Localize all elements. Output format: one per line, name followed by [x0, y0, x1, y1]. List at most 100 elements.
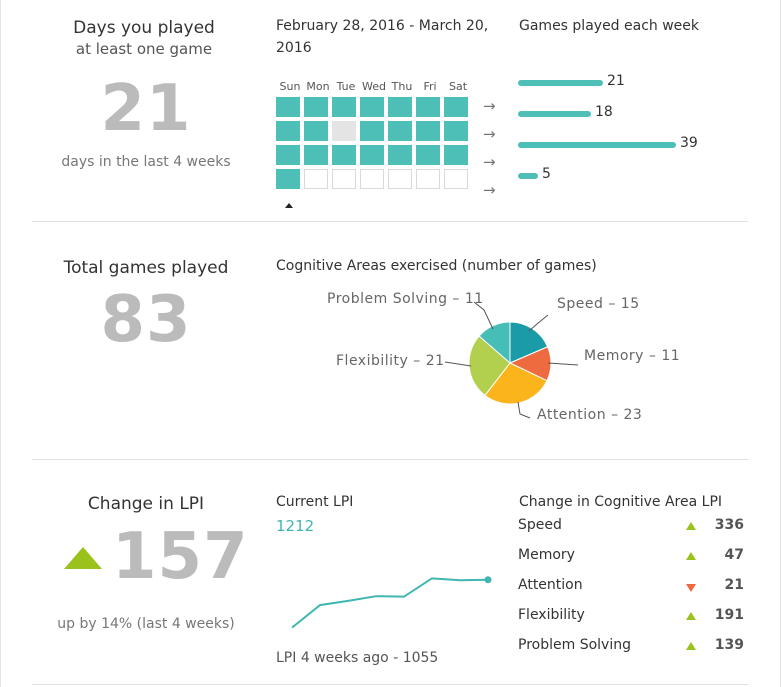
lpi-trend-chart	[291, 576, 492, 629]
pie-title: Cognitive Areas exercised (number of gam…	[276, 258, 597, 274]
pie-slice-problem-solving	[478, 321, 511, 365]
calendar-day-played	[332, 145, 356, 165]
calendar-day-played	[416, 121, 440, 141]
left-border	[0, 0, 1, 687]
date-range-line2: 2016	[276, 40, 312, 56]
area-name: Memory	[518, 547, 575, 563]
calendar-day-played	[276, 145, 300, 165]
weekly-bar-value: 18	[595, 104, 613, 120]
memory-leader-line	[547, 362, 579, 366]
calendar-day-empty	[416, 169, 440, 189]
weekly-games-title: Games played each week	[519, 18, 700, 34]
weekday-label: Sun	[279, 80, 301, 93]
weekly-bar	[518, 111, 591, 117]
calendar-week-row	[276, 145, 472, 165]
calendar-day-played	[276, 121, 300, 141]
calendar-day-played	[304, 121, 328, 141]
days-played-subtitle: at least one game	[75, 40, 213, 58]
lpi-trend-endpoint	[484, 576, 492, 584]
weekly-bar-value: 5	[542, 166, 551, 182]
calendar-day-empty	[332, 121, 356, 141]
lpi-change-value: 157	[112, 520, 249, 594]
calendar-day-played	[444, 121, 468, 141]
weekly-bar	[518, 173, 538, 179]
pie-label-memory: Memory – 11	[584, 348, 681, 364]
calendar-day-played	[444, 145, 468, 165]
calendar-day-played	[276, 169, 300, 189]
calendar-day-played	[416, 97, 440, 117]
calendar-day-played	[360, 121, 384, 141]
calendar-day-played	[388, 121, 412, 141]
week-arrow-icon: →	[483, 181, 496, 199]
up-triangle-icon	[686, 552, 696, 560]
calendar-day-played	[388, 145, 412, 165]
lpi-baseline-label: LPI 4 weeks ago - 1055	[276, 650, 439, 666]
speed-leader-line	[528, 314, 549, 332]
lpi-trend-line	[291, 577, 489, 629]
down-triangle-icon	[686, 584, 696, 592]
area-value: 336	[714, 517, 744, 533]
total-games-title: Total games played	[63, 258, 229, 278]
area-value: 191	[714, 607, 744, 623]
pie-label-speed: Speed – 15	[557, 296, 640, 312]
up-triangle-icon	[686, 642, 696, 650]
calendar-day-played	[332, 97, 356, 117]
lpi-change-caption: up by 14% (last 4 weeks)	[57, 616, 235, 632]
calendar-day-played	[388, 97, 412, 117]
area-lpi-row-problem-solving: Problem Solving 139	[518, 637, 746, 653]
area-name: Flexibility	[518, 607, 585, 623]
calendar-day-empty	[304, 169, 328, 189]
calendar-day-played	[304, 145, 328, 165]
calendar-day-empty	[388, 169, 412, 189]
area-lpi-row-memory: Memory 47	[518, 547, 746, 563]
activity-calendar: Sun Mon Tue Wed Thu Fri Sat	[276, 80, 472, 189]
attention-leader-line	[517, 401, 531, 419]
area-lpi-row-attention: Attention 21	[518, 577, 746, 593]
problem-solving-leader-line	[473, 301, 494, 330]
days-played-title: Days you played	[73, 18, 215, 38]
area-name: Speed	[518, 517, 562, 533]
calendar-day-empty	[332, 169, 356, 189]
calendar-day-empty	[444, 169, 468, 189]
calendar-day-played	[360, 145, 384, 165]
weekly-bar	[518, 142, 676, 148]
area-value: 21	[724, 577, 744, 593]
lpi-up-triangle-icon	[64, 547, 102, 569]
calendar-day-played	[360, 97, 384, 117]
pie-slice-flexibility	[468, 335, 511, 397]
section-divider	[32, 221, 748, 222]
today-marker-icon	[285, 203, 293, 208]
area-name: Problem Solving	[518, 637, 631, 653]
days-played-value: 21	[100, 72, 192, 146]
weekday-label: Sat	[448, 80, 468, 93]
pie-label-problem-solving: Problem Solving – 11	[327, 291, 484, 307]
total-games-value: 83	[100, 283, 192, 357]
current-lpi-value: 1212	[276, 517, 315, 535]
calendar-weekday-header: Sun Mon Tue Wed Thu Fri Sat	[276, 80, 472, 93]
area-lpi-title: Change in Cognitive Area LPI	[519, 494, 723, 510]
up-triangle-icon	[686, 522, 696, 530]
calendar-week-row	[276, 169, 472, 189]
pie-label-flexibility: Flexibility – 21	[336, 353, 445, 369]
section-divider	[32, 684, 748, 685]
calendar-grid	[276, 97, 472, 189]
weekday-label: Wed	[362, 80, 386, 93]
calendar-day-played	[416, 145, 440, 165]
weekly-bar	[518, 80, 603, 86]
area-value: 47	[724, 547, 744, 563]
pie-label-attention: Attention – 23	[537, 407, 643, 423]
pie-slice-attention	[484, 362, 548, 405]
weekday-label: Thu	[391, 80, 413, 93]
pie-slice-speed	[509, 321, 549, 364]
calendar-day-played	[444, 97, 468, 117]
current-lpi-label: Current LPI	[276, 494, 354, 510]
weekly-bar-value: 39	[680, 135, 698, 151]
calendar-day-played	[304, 97, 328, 117]
pie-leader-lines	[444, 301, 579, 419]
calendar-week-row	[276, 97, 472, 117]
week-arrow-icon: →	[483, 125, 496, 143]
week-arrow-icon: →	[483, 153, 496, 171]
calendar-week-row	[276, 121, 472, 141]
area-lpi-row-speed: Speed 336	[518, 517, 746, 533]
days-played-caption: days in the last 4 weeks	[61, 154, 231, 170]
